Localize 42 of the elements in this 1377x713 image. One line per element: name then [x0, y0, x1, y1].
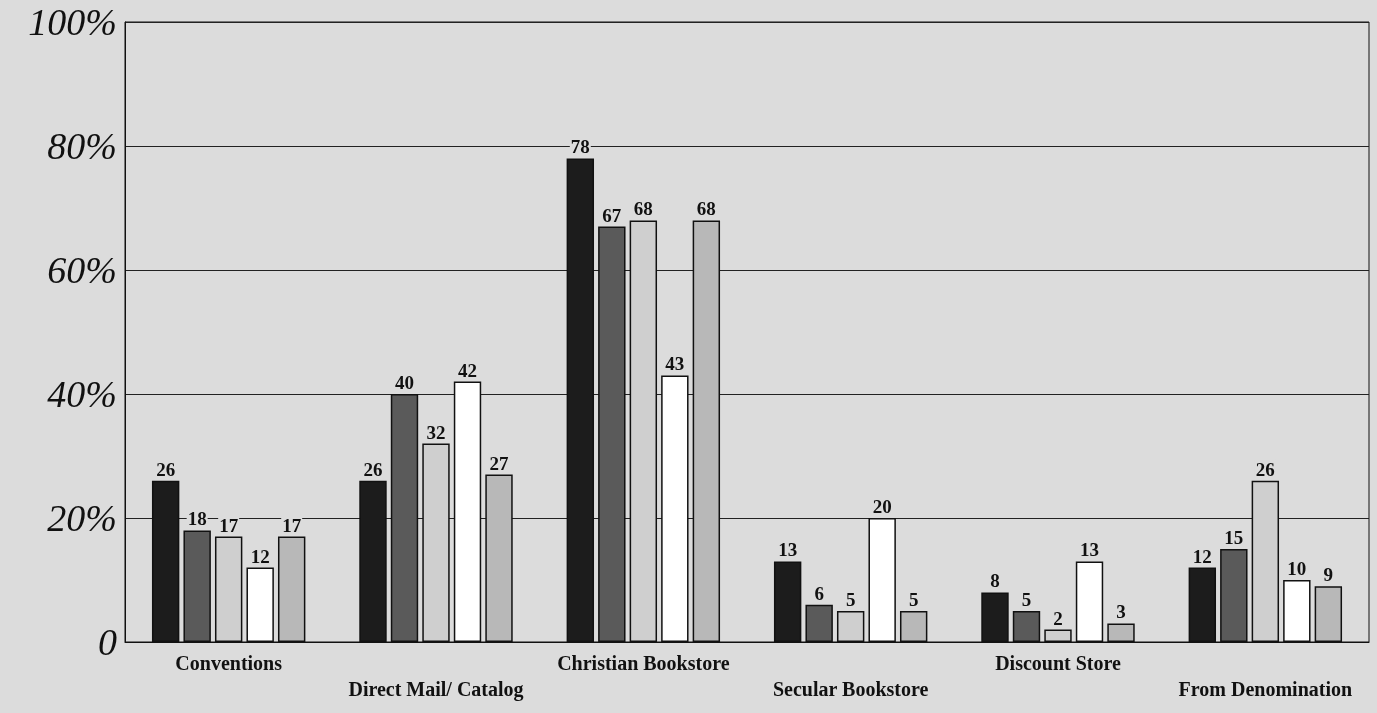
y-tick-label: 40% — [47, 373, 117, 415]
y-tick-label: 60% — [47, 249, 117, 291]
data-label: 6 — [814, 582, 824, 604]
y-tick-label: 0 — [98, 621, 117, 663]
data-label: 78 — [570, 136, 590, 158]
x-tick-label: Direct Mail/ Catalog — [348, 678, 524, 701]
x-tick-label: Discount Store — [995, 652, 1121, 674]
data-label: 17 — [219, 514, 239, 536]
data-label: 67 — [602, 204, 622, 226]
data-label: 3 — [1116, 601, 1126, 623]
data-label: 26 — [156, 458, 176, 480]
data-label: 2 — [1053, 607, 1063, 629]
data-label: 12 — [1192, 545, 1212, 567]
data-label: 40 — [394, 372, 414, 393]
data-label: 20 — [872, 496, 892, 517]
data-label: 5 — [1021, 589, 1032, 610]
data-label: 68 — [696, 198, 716, 220]
x-tick-label: Secular Bookstore — [772, 678, 929, 700]
x-tick-label: From Denomination — [1178, 678, 1353, 700]
y-tick-label: 20% — [47, 497, 117, 539]
y-tick-label: 100% — [28, 1, 117, 43]
data-label: 10 — [1287, 558, 1307, 579]
data-label: 32 — [426, 421, 446, 443]
x-tick-label: Conventions — [175, 652, 283, 674]
data-label: 13 — [1080, 539, 1100, 561]
data-label: 42 — [458, 359, 478, 381]
data-label: 15 — [1224, 527, 1244, 548]
data-label: 5 — [845, 589, 856, 610]
y-tick-label: 80% — [47, 125, 117, 167]
data-label: 5 — [908, 589, 919, 610]
data-label: 12 — [250, 545, 270, 567]
data-label: 13 — [778, 539, 798, 561]
data-label: 43 — [665, 353, 685, 375]
data-label: 8 — [990, 570, 1000, 592]
data-label: 26 — [363, 458, 383, 480]
data-label: 18 — [187, 508, 207, 530]
data-label: 17 — [282, 514, 302, 536]
data-label: 27 — [489, 452, 510, 474]
data-label: 9 — [1323, 564, 1334, 586]
data-label: 68 — [633, 198, 653, 220]
x-tick-label: Christian Bookstore — [557, 652, 730, 674]
data-label: 26 — [1255, 458, 1275, 480]
